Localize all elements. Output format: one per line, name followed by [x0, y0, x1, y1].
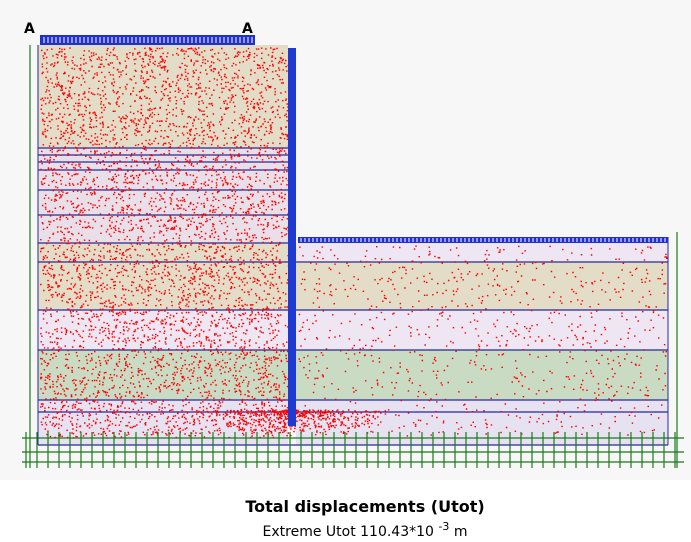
- section-label: A: [242, 21, 253, 37]
- soil-right: [296, 243, 668, 445]
- layer: [296, 243, 668, 262]
- caption-unit: m: [454, 524, 468, 540]
- retaining-wall: [288, 48, 296, 426]
- layer: [296, 310, 668, 350]
- plot-view: A A Total displacements (Utot) Extreme U…: [0, 0, 691, 542]
- layer: [38, 243, 288, 310]
- section-label: A: [24, 21, 35, 37]
- page: A A Total displacements (Utot) Extreme U…: [0, 0, 691, 542]
- caption-exponent: -3: [438, 520, 449, 533]
- caption-text: Extreme Utot 110.43*10: [263, 524, 434, 540]
- caption-title: Total displacements (Utot): [245, 497, 484, 516]
- layer: [296, 350, 668, 400]
